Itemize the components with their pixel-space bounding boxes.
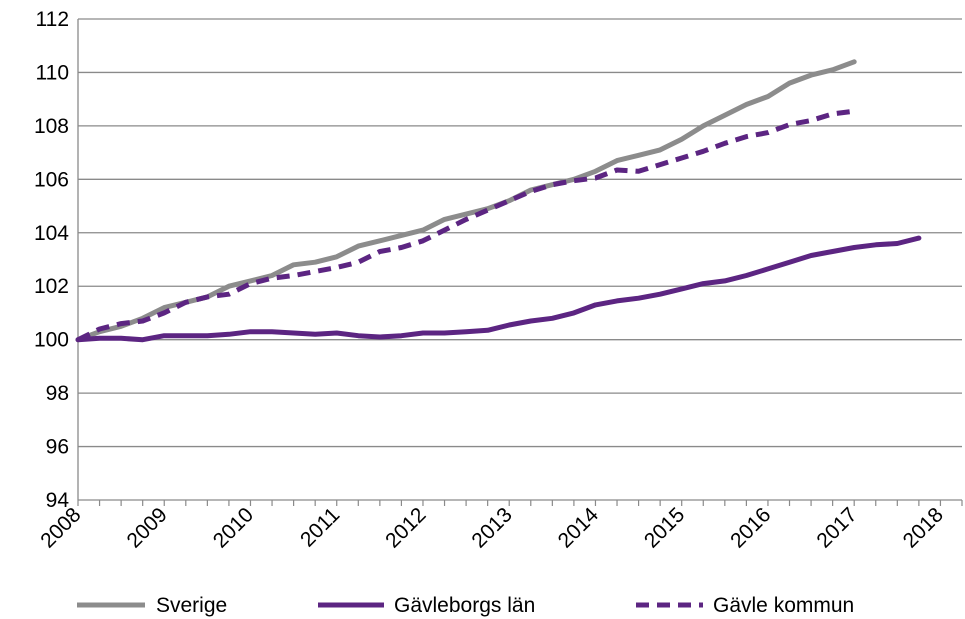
x-tick-label: 2012: [381, 503, 430, 552]
x-tick-label: 2009: [122, 503, 171, 552]
x-tick-label: 2008: [36, 503, 85, 552]
y-tick-label: 106: [34, 168, 69, 191]
x-tick-label: 2013: [467, 503, 516, 552]
x-tick-label: 2011: [296, 503, 344, 551]
y-tick-label: 112: [36, 8, 69, 31]
axes: [77, 19, 963, 506]
legend: Sverige Gävleborgs län Gävle kommun: [77, 594, 854, 617]
y-tick-labels: 94 96 98 100 102 104 106 108 110 112: [34, 8, 69, 512]
y-tick-label: 104: [34, 222, 69, 245]
series-line-1: [75, 235, 922, 343]
legend-label-0: Sverige: [156, 594, 227, 617]
series-lines: [75, 59, 922, 343]
x-tick-label: 2016: [726, 503, 775, 552]
y-tick-label: 98: [46, 382, 69, 405]
x-tick-label: 2014: [554, 503, 604, 553]
y-tick-label: 102: [34, 275, 69, 298]
y-tick-label: 110: [36, 61, 69, 84]
y-tick-label: 100: [34, 329, 69, 352]
x-tick-label: 2015: [640, 503, 689, 552]
x-tick-label: 2010: [209, 503, 258, 552]
x-tick-label: 2018: [899, 503, 948, 552]
legend-label-2: Gävle kommun: [713, 594, 854, 617]
y-tick-label: 96: [46, 436, 69, 459]
x-tick-labels: 2008 2009 2010 2011 2012 2013 2014 2015 2016 2017…: [36, 503, 948, 553]
series-line-2: [76, 108, 855, 342]
grid-lines: [78, 18, 962, 448]
y-tick-label: 108: [34, 115, 69, 138]
legend-label-1: Gävleborgs län: [394, 594, 535, 617]
series-line-0: [75, 59, 857, 343]
y-tick-label: 94: [46, 489, 70, 512]
x-tick-label: 2017: [812, 503, 861, 552]
